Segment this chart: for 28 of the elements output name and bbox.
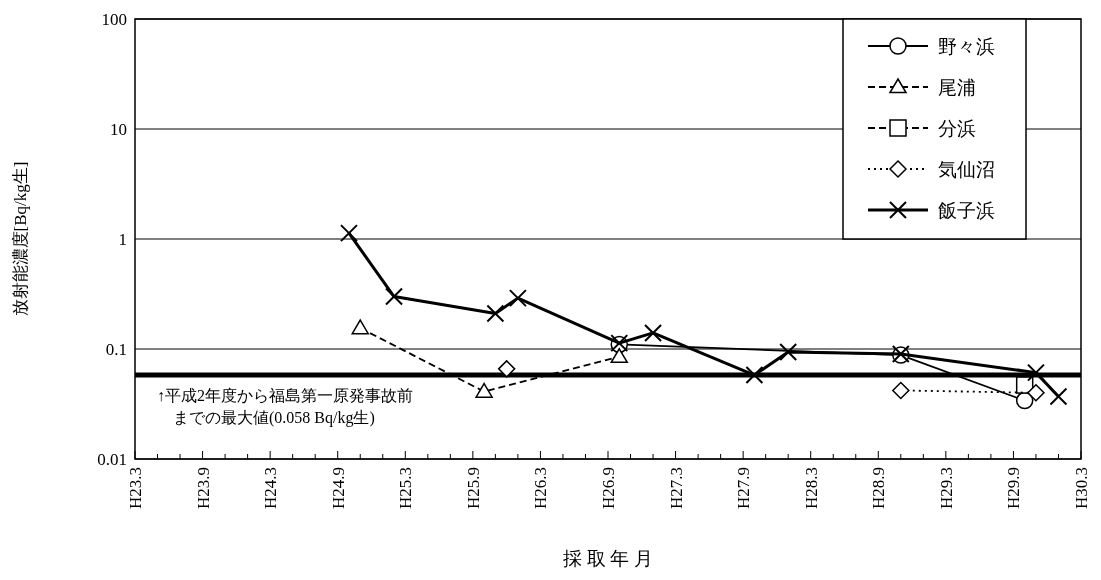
y-tick-label: 1: [118, 229, 127, 249]
legend-label: 野々浜: [938, 35, 995, 57]
x-tick-label: H27.3: [666, 467, 686, 510]
x-tick-label: H23.3: [125, 467, 145, 510]
x-tick-label: H26.3: [531, 467, 551, 510]
legend-label: 気仙沼: [938, 158, 995, 180]
x-tick-label: H28.9: [869, 467, 889, 510]
x-tick-label: H29.9: [1004, 467, 1024, 510]
x-tick-label: H28.3: [801, 467, 821, 510]
y-tick-label: 0.01: [97, 449, 127, 469]
ref-line-label: ↑平成2年度から福島第一原発事故前までの最大値(0.058 Bq/kg生): [157, 387, 413, 428]
y-axis-title: 放射能濃度[Bq/kg生]: [11, 161, 30, 317]
x-tick-label: H26.9: [598, 467, 618, 510]
x-tick-label: H29.3: [936, 467, 956, 510]
y-tick-label: 100: [101, 9, 127, 29]
legend-label: 分浜: [938, 117, 976, 139]
x-tick-label: H27.9: [734, 467, 754, 510]
x-tick-label: H25.9: [463, 467, 483, 510]
x-tick-label: H25.3: [396, 467, 416, 510]
y-tick-label: 10: [110, 119, 127, 139]
x-tick-label: H23.9: [193, 467, 213, 510]
legend-label: 尾浦: [938, 76, 976, 98]
x-tick-label: H24.3: [261, 467, 281, 510]
x-tick-label: H30.3: [1071, 467, 1091, 510]
x-tick-label: H24.9: [328, 467, 348, 510]
legend-label: 飯子浜: [938, 199, 995, 221]
y-tick-label: 0.1: [105, 339, 127, 359]
x-axis-title: 採 取 年 月: [562, 548, 654, 569]
